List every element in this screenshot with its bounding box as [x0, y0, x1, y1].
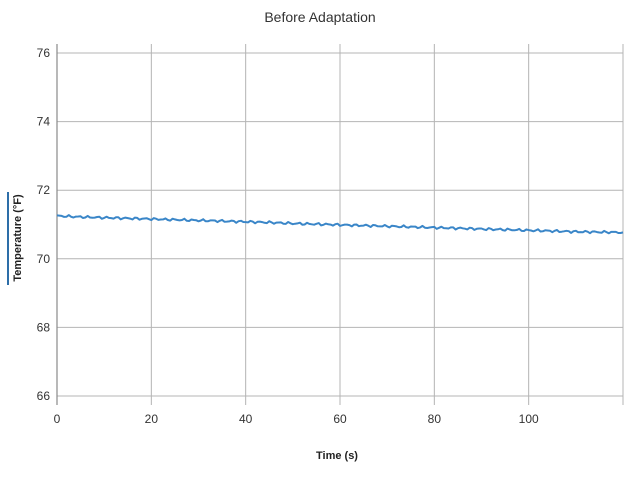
- chart-title: Before Adaptation: [264, 9, 375, 25]
- x-tick-label: 100: [519, 412, 539, 426]
- series-layer: [56, 214, 624, 235]
- x-axis-title: Time (s): [316, 450, 358, 462]
- tick-labels: 66 68 70 72 74 76 0 20 40 60 80 100: [37, 46, 539, 426]
- y-tick-label: 68: [37, 320, 51, 334]
- series-line-0: [56, 214, 624, 235]
- x-tick-label: 20: [145, 412, 159, 426]
- x-tick-label: 80: [428, 412, 442, 426]
- y-tick-label: 74: [37, 115, 51, 129]
- x-tick-label: 40: [239, 412, 253, 426]
- y-axis-title: Temperature (°F): [12, 194, 24, 282]
- y-tick-label: 76: [37, 46, 51, 60]
- y-tick-label: 72: [37, 183, 51, 197]
- grid: [56, 44, 624, 405]
- y-tick-label: 70: [37, 252, 51, 266]
- x-tick-label: 0: [54, 412, 61, 426]
- x-tick-label: 60: [333, 412, 347, 426]
- y-tick-label: 66: [37, 389, 51, 403]
